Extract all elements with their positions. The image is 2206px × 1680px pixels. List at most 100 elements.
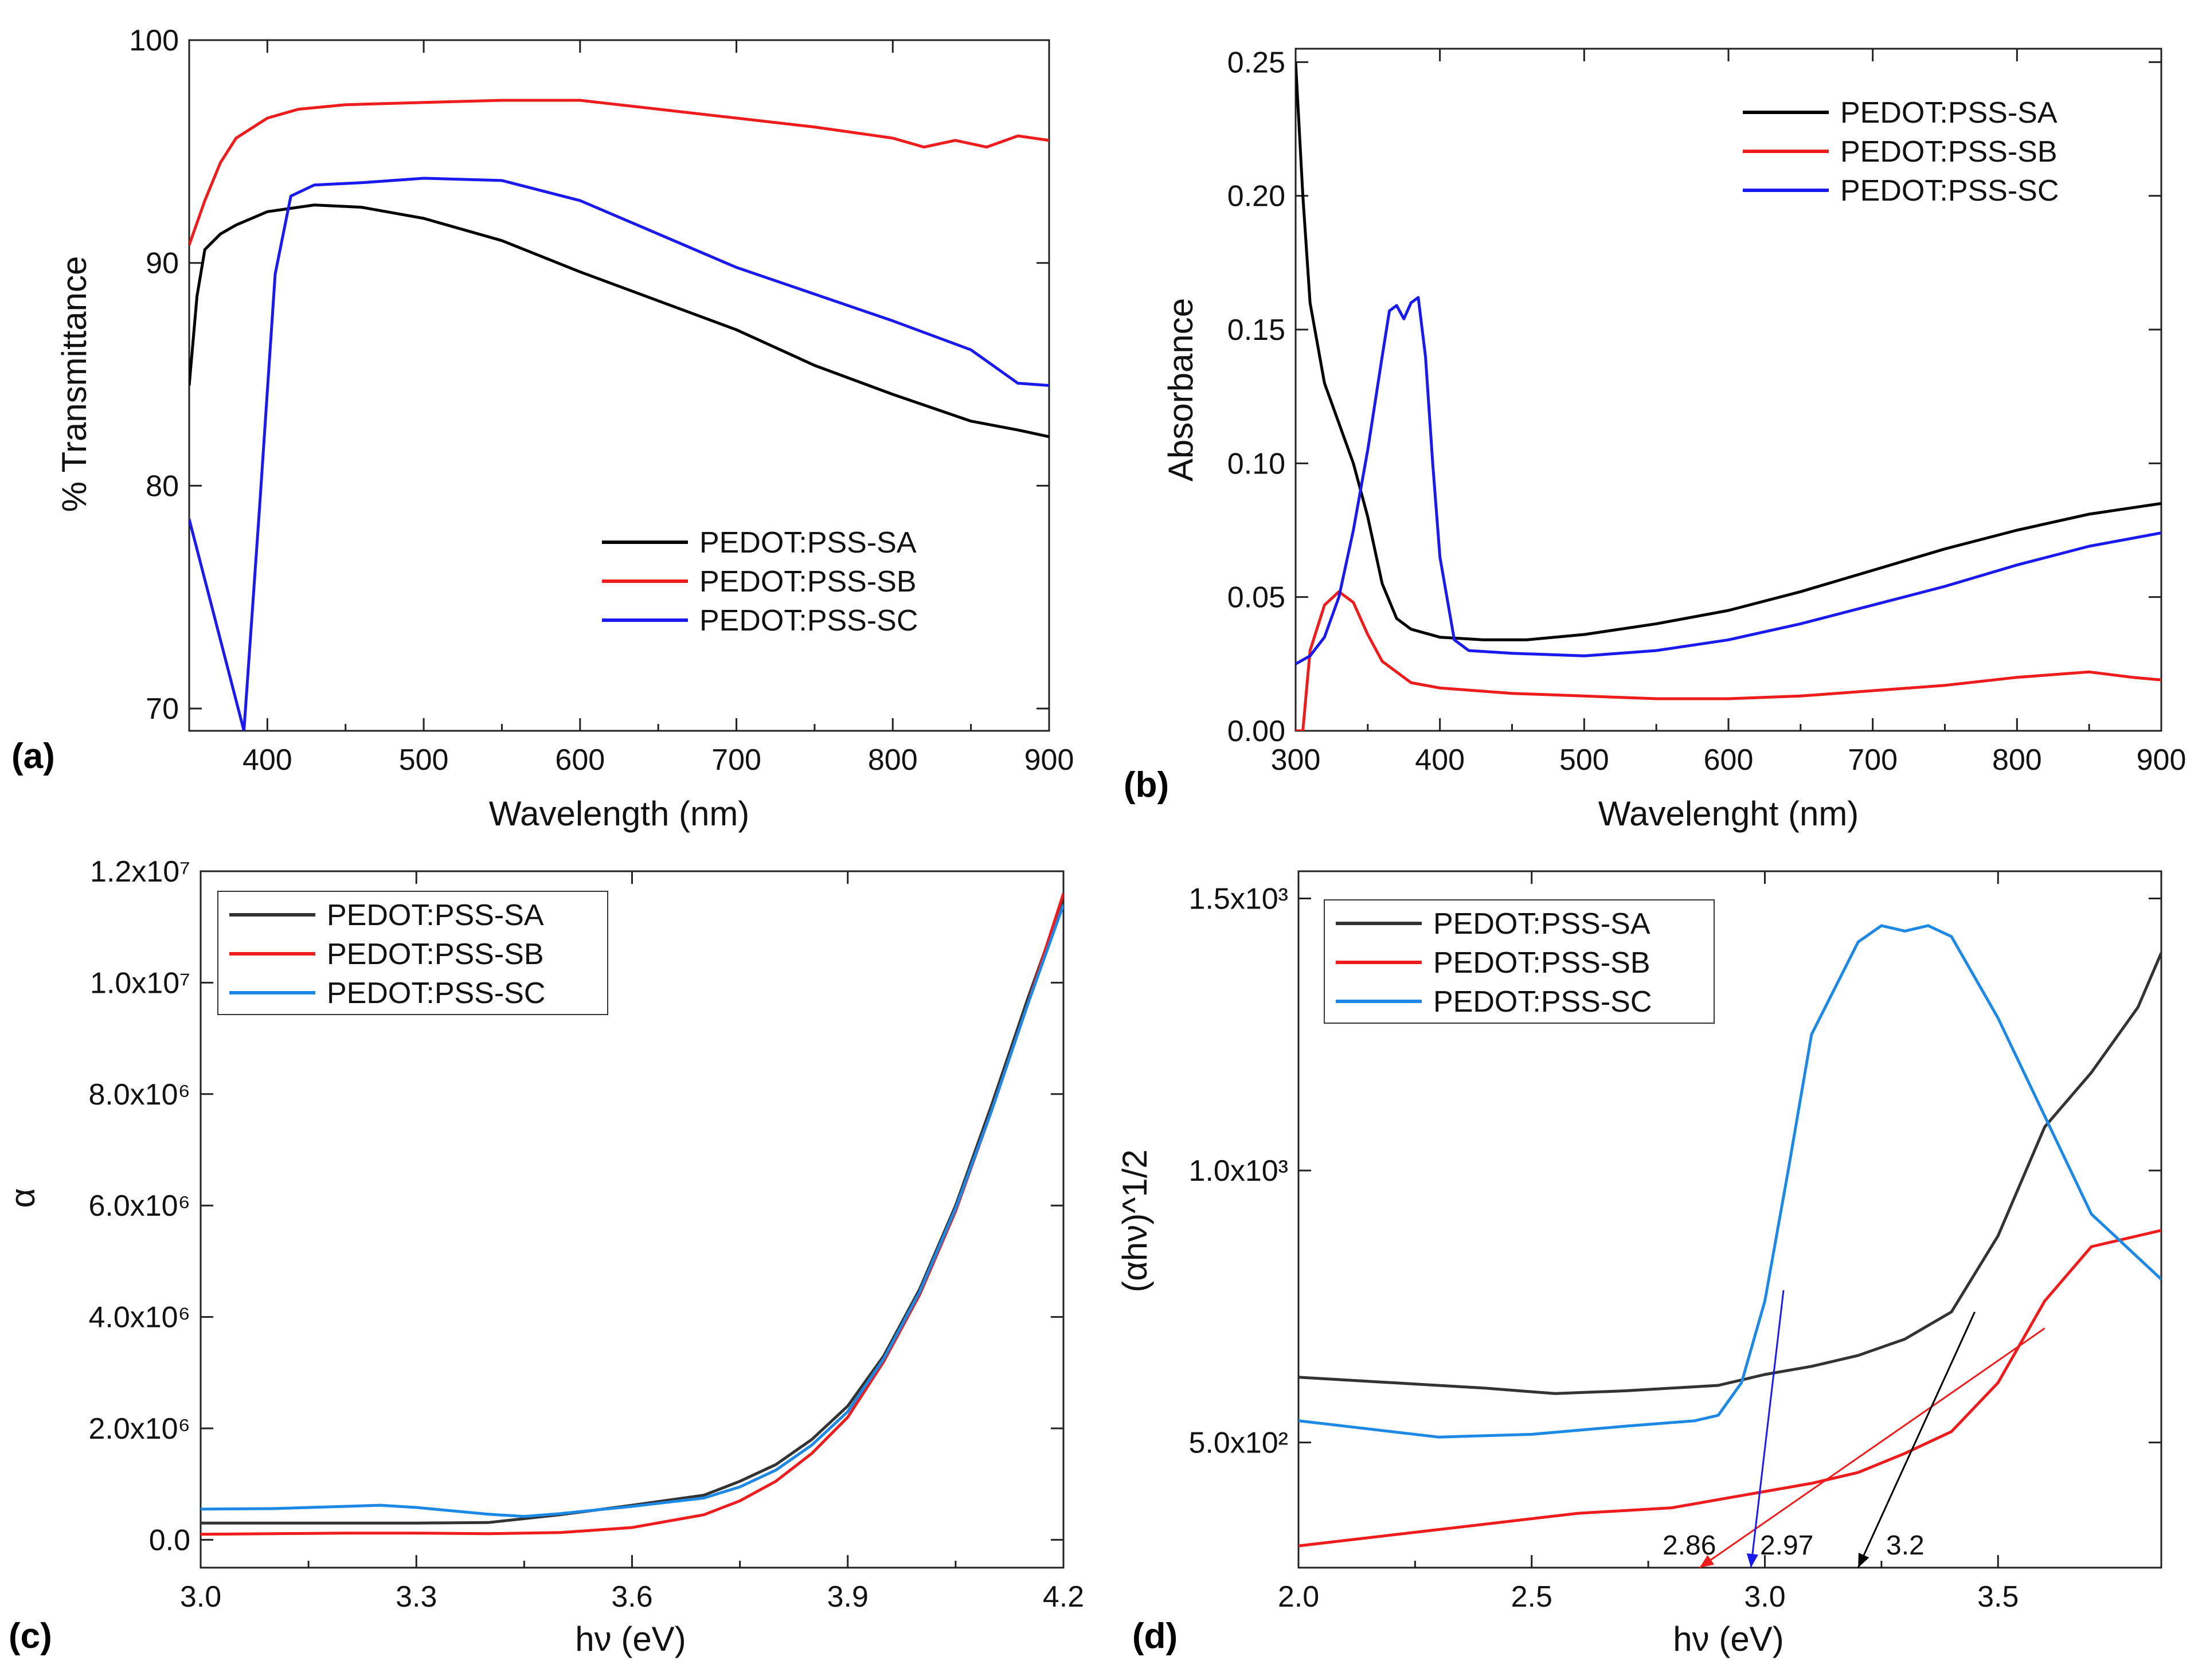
series-group <box>1298 924 2161 1548</box>
y-tick-label: 90 <box>146 247 179 280</box>
panel-a: 400 500 600 700 800 900 70 80 90 100 Wavelength (n… <box>11 24 1074 833</box>
y-tick-label: 80 <box>146 469 179 503</box>
y-tick-label: 1.2x10⁷ <box>90 855 190 888</box>
legend: PEDOT:PSS-SA PEDOT:PSS-SB PEDOT:PSS-SC <box>217 891 608 1015</box>
x-tick-label: 400 <box>1415 743 1465 777</box>
panel-label: (b) <box>1124 765 1169 805</box>
x-tick-label: 2.0 <box>1278 1580 1319 1614</box>
tangent-arrowhead <box>1746 1553 1758 1568</box>
panel-label: (d) <box>1132 1616 1178 1656</box>
tangent-line <box>1857 1311 1976 1568</box>
legend: PEDOT:PSS-SA PEDOT:PSS-SB PEDOT:PSS-SC <box>602 526 918 637</box>
x-tick-label: 400 <box>242 743 292 777</box>
legend-entry: PEDOT:PSS-SC <box>327 977 545 1010</box>
y-tick-label: 4.0x10⁶ <box>88 1301 190 1334</box>
legend-entry: PEDOT:PSS-SC <box>1433 985 1652 1019</box>
series-group <box>201 893 1063 1536</box>
legend-entry: PEDOT:PSS-SB <box>327 938 544 971</box>
legend-entry: PEDOT:PSS-SA <box>1433 907 1650 941</box>
panel-c: 3.0 3.3 3.6 3.9 4.2 0.0 2.0x10⁶ 4.0x10⁶ 6.0x10⁶ 8… <box>3 855 1084 1658</box>
tangent-line <box>1750 1290 1785 1568</box>
x-tick-label: 800 <box>868 743 918 777</box>
y-tick-label: 0.10 <box>1227 447 1285 480</box>
x-tick-label: 900 <box>1024 743 1074 777</box>
x-tick-label: 3.6 <box>611 1580 652 1614</box>
legend-entry: PEDOT:PSS-SB <box>1433 946 1650 980</box>
x-tick-label: 800 <box>1992 743 2042 777</box>
x-tick-label: 4.2 <box>1043 1580 1084 1614</box>
series-line-pedot-pss-sa <box>1296 62 2161 641</box>
series-group <box>189 99 1049 731</box>
x-tick-label: 3.5 <box>1977 1580 2019 1614</box>
series-line-pedot-pss-sb <box>1298 1229 2161 1548</box>
x-tick-label: 2.5 <box>1511 1580 1552 1614</box>
y-axis-title: α <box>3 1188 42 1208</box>
bandgap-annotation: 2.86 <box>1663 1530 1716 1561</box>
panel-label: (c) <box>9 1616 52 1656</box>
series-line-pedot-pss-sc <box>189 177 1049 731</box>
x-axis-title: Wavelength (nm) <box>489 794 750 833</box>
panels: 400 500 600 700 800 900 70 80 90 100 Wavelength (n… <box>3 24 2186 1658</box>
x-tick-label: 700 <box>711 743 761 777</box>
x-tick-label: 700 <box>1848 743 1898 777</box>
tangent-arrowhead <box>1699 1555 1715 1568</box>
series-line-pedot-pss-sc <box>1296 296 2161 665</box>
y-tick-label: 0.20 <box>1227 180 1285 213</box>
y-tick-label: 0.05 <box>1227 581 1285 614</box>
legend-entry: PEDOT:PSS-SA <box>1840 96 2058 130</box>
plot-frame <box>1297 870 2162 1569</box>
y-axis-title: (αhν)^1/2 <box>1116 1149 1154 1293</box>
y-axis-title: % Transmittance <box>55 256 93 512</box>
y-tick-label: 0.15 <box>1227 314 1285 347</box>
bandgap-annotation: 2.97 <box>1760 1530 1813 1561</box>
legend-entry: PEDOT:PSS-SC <box>1840 174 2059 207</box>
x-tick-label: 900 <box>2137 743 2187 777</box>
tangent-line <box>1699 1327 2045 1569</box>
panel-b: 300 400 500 600 700 800 900 0.00 0.05 0.10 0.15 0.2… <box>1124 46 2186 833</box>
y-tick-label: 5.0x10² <box>1189 1427 1288 1460</box>
series-group <box>1296 62 2161 731</box>
x-tick-label: 3.3 <box>396 1580 437 1614</box>
series-line-pedot-pss-sb <box>1296 590 2161 731</box>
x-axis-title: hν (eV) <box>1673 1620 1783 1658</box>
panel-d: 2.0 2.5 3.0 3.5 5.0x10² 1.0x10³ 1.5x10³ hν (eV)… <box>1116 870 2162 1658</box>
series-line-pedot-pss-sb <box>189 99 1049 246</box>
series-line-pedot-pss-sc <box>201 904 1063 1518</box>
x-tick-label: 3.9 <box>827 1580 869 1614</box>
y-axis-title: Absorbance <box>1161 298 1200 481</box>
y-tick-label: 0.00 <box>1227 715 1285 748</box>
y-tick-label: 70 <box>146 692 179 726</box>
x-tick-label: 3.0 <box>1744 1580 1785 1614</box>
series-line-pedot-pss-sa <box>189 203 1049 438</box>
tangent-arrowhead <box>1858 1553 1869 1568</box>
x-axis-title: Wavelenght (nm) <box>1598 794 1859 833</box>
legend-entry: PEDOT:PSS-SA <box>327 899 544 932</box>
y-tick-label: 2.0x10⁶ <box>88 1412 190 1446</box>
y-tick-label: 1.0x10⁷ <box>90 966 190 1000</box>
y-tick-label: 100 <box>129 24 179 57</box>
legend-entry: PEDOT:PSS-SB <box>699 565 917 598</box>
x-tick-label: 600 <box>555 743 605 777</box>
x-tick-label: 500 <box>399 743 449 777</box>
bandgap-annotation: 3.2 <box>1886 1530 1925 1561</box>
x-tick-label: 3.0 <box>180 1580 221 1614</box>
legend: PEDOT:PSS-SA PEDOT:PSS-SB PEDOT:PSS-SC <box>1324 899 1715 1024</box>
y-tick-label: 0.0 <box>149 1524 190 1557</box>
legend-entry: PEDOT:PSS-SA <box>699 526 917 559</box>
series-line-pedot-pss-sa <box>1298 952 2161 1395</box>
legend-entry: PEDOT:PSS-SC <box>699 604 918 637</box>
y-tick-label: 6.0x10⁶ <box>88 1189 190 1223</box>
x-axis-title: hν (eV) <box>575 1620 686 1658</box>
x-tick-label: 600 <box>1704 743 1754 777</box>
panel-label: (a) <box>11 737 55 776</box>
y-tick-label: 8.0x10⁶ <box>88 1078 190 1111</box>
series-line-pedot-pss-sc <box>1298 924 2161 1439</box>
y-tick-label: 0.25 <box>1227 46 1285 79</box>
legend: PEDOT:PSS-SA PEDOT:PSS-SB PEDOT:PSS-SC <box>1743 96 2059 207</box>
y-tick-label: 1.0x10³ <box>1189 1154 1288 1188</box>
legend-entry: PEDOT:PSS-SB <box>1840 135 2058 169</box>
x-tick-label: 500 <box>1559 743 1609 777</box>
y-tick-label: 1.5x10³ <box>1189 882 1288 915</box>
